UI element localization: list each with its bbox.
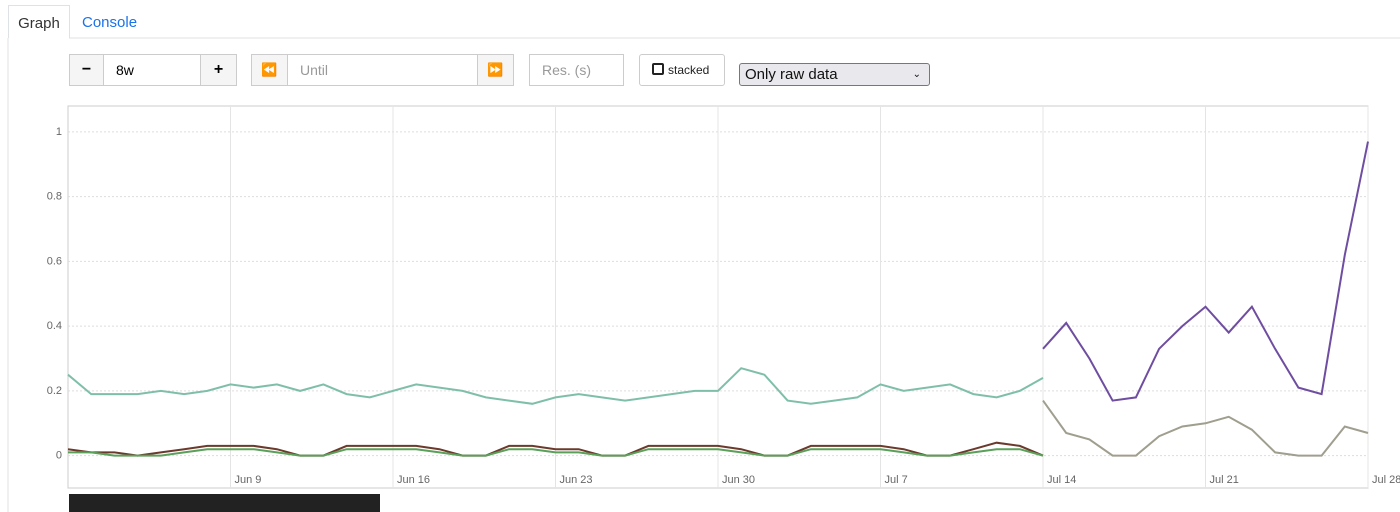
y-tick-label: 1	[56, 126, 62, 138]
y-tick-label: 0.8	[47, 191, 62, 203]
stacked-toggle[interactable]: stacked	[639, 54, 725, 86]
y-tick-label: 0.4	[47, 320, 62, 332]
select-label: Only raw data	[745, 66, 838, 83]
increase-range[interactable]: +	[200, 54, 237, 86]
series-line	[67, 441, 1044, 457]
series-line	[67, 367, 1044, 405]
series-line	[1042, 141, 1369, 402]
x-tick-label: Jun 16	[397, 474, 430, 486]
x-tick-label: Jun 30	[722, 474, 755, 486]
x-tick-label: Jun 23	[560, 474, 593, 486]
x-tick-label: Jul 14	[1047, 474, 1076, 486]
select-arrow: ⌄	[912, 69, 921, 80]
series-line	[68, 448, 1044, 457]
decrease-range[interactable]: −	[69, 54, 104, 86]
forward-button[interactable]: ⏩	[477, 54, 514, 86]
x-tick-label: Jul 7	[885, 474, 908, 486]
x-tick-label: Jul 21	[1210, 474, 1239, 486]
tab[interactable]: Graph	[8, 5, 70, 39]
y-tick-label: 0	[56, 450, 62, 462]
stacked-label: stacked	[668, 63, 710, 77]
back-button[interactable]: ⏪	[251, 54, 288, 86]
tab[interactable]: Console	[82, 14, 138, 31]
resolution-input[interactable]: Res. (s)	[529, 54, 624, 86]
range-input[interactable]: 8w	[103, 54, 201, 86]
series-line	[1042, 400, 1369, 457]
data-select[interactable]: Only raw data ⌄	[739, 63, 930, 86]
y-tick-label: 0.2	[47, 385, 62, 397]
x-tick-label: Jun 9	[235, 474, 262, 486]
x-tick-label: Jul 28	[1372, 474, 1400, 486]
checkbox-icon	[652, 63, 664, 75]
until-input[interactable]: Until	[287, 54, 478, 86]
legend-box	[69, 494, 380, 512]
y-tick-label: 0.6	[47, 255, 62, 267]
